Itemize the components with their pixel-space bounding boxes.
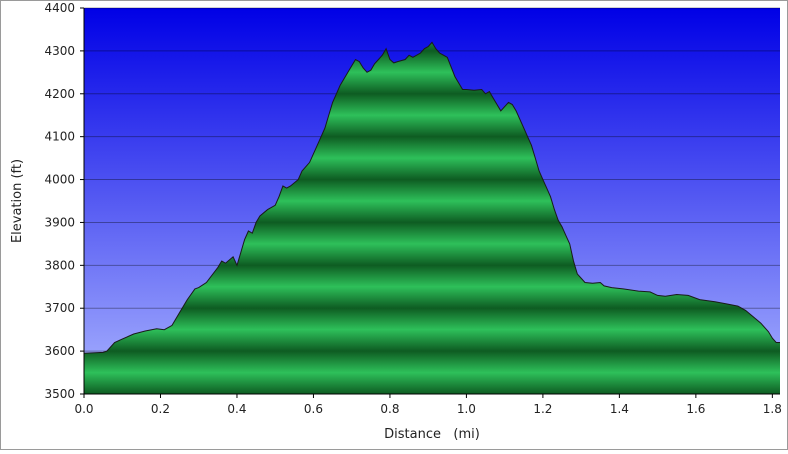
y-tick-label: 3900 xyxy=(44,215,75,229)
axes xyxy=(83,8,780,395)
x-tick-label: 0.6 xyxy=(304,402,323,416)
x-tick-label: 1.0 xyxy=(457,402,476,416)
y-tick-label: 4100 xyxy=(44,130,75,144)
elevation-area xyxy=(84,42,780,394)
x-tick-label: 1.2 xyxy=(533,402,552,416)
elevation-profile-line xyxy=(84,41,780,354)
y-tick-label: 3800 xyxy=(44,258,75,272)
y-tick-label: 4400 xyxy=(44,1,75,15)
x-tick-label: 0.0 xyxy=(74,402,93,416)
y-tick-label: 4300 xyxy=(44,44,75,58)
y-tick-label: 3600 xyxy=(44,344,75,358)
y-axis-ticks: 3500 3600 3700 3800 3900 4000 4100 4200 4300 4400 xyxy=(44,1,84,401)
x-axis-ticks: 0.0 0.2 0.4 0.6 0.8 1.0 1.2 1.4 1.6 1.8 xyxy=(74,394,782,416)
x-tick-label: 0.8 xyxy=(380,402,399,416)
y-tick-label: 4200 xyxy=(44,87,75,101)
x-tick-label: 1.4 xyxy=(610,402,629,416)
x-tick-label: 1.8 xyxy=(763,402,782,416)
x-tick-label: 0.4 xyxy=(227,402,246,416)
x-axis-label: Distance (mi) xyxy=(384,427,480,442)
y-tick-label: 4000 xyxy=(44,173,75,187)
y-tick-label: 3500 xyxy=(44,387,75,401)
x-tick-label: 0.2 xyxy=(151,402,170,416)
y-axis-label: Elevation (ft) xyxy=(10,159,25,243)
x-tick-label: 1.6 xyxy=(686,402,705,416)
y-tick-label: 3700 xyxy=(44,301,75,315)
